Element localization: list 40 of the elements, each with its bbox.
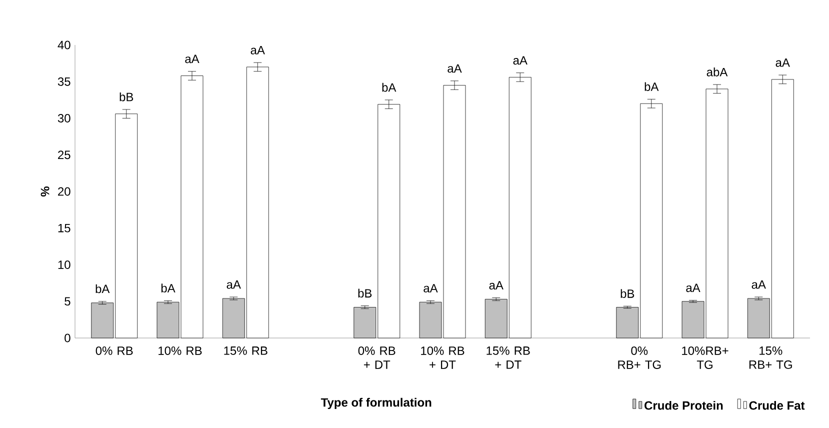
x-tick-label: 0% RB + DT: [358, 346, 396, 369]
y-tick-label: 40: [58, 40, 70, 50]
legend-label: Crude Fat: [749, 400, 805, 410]
y-tick-label: 5: [64, 297, 70, 306]
y-tick-label: 30: [58, 114, 70, 122]
data-label: bB: [358, 288, 372, 298]
data-label: aA: [776, 58, 790, 67]
data-label: aA: [250, 46, 265, 54]
x-tick-label: 0% RB: [96, 346, 133, 355]
data-label: aA: [686, 284, 700, 292]
data-label: bA: [96, 284, 110, 294]
data-label: abA: [706, 68, 728, 76]
y-tick-label: 25: [58, 150, 70, 160]
data-label: bA: [382, 82, 396, 92]
data-label: aA: [513, 56, 528, 65]
data-label: aA: [448, 64, 462, 73]
legend-label: Crude Protein: [644, 400, 723, 410]
x-axis-title: Type of formulation: [320, 398, 432, 410]
x-tick-label: 0% RB+ TG: [618, 346, 661, 369]
data-label: bA: [161, 284, 176, 292]
data-label: bB: [120, 92, 134, 102]
x-tick-label: 15% RB + DT: [486, 346, 530, 369]
data-label: bA: [644, 82, 659, 91]
y-tick-label: 10: [58, 260, 70, 269]
y-tick-label: 0: [64, 334, 70, 342]
x-tick-label: 10% RB + DT: [421, 346, 464, 369]
y-tick-label: 35: [58, 77, 70, 86]
x-tick-label: 10% RB: [158, 346, 202, 355]
data-label: aA: [489, 281, 504, 290]
y-tick-label: 15: [58, 224, 70, 232]
data-label: aA: [424, 284, 438, 292]
x-tick-label: 15% RB+ TG: [749, 346, 792, 369]
data-label: bB: [620, 289, 634, 298]
data-label: aA: [226, 280, 241, 289]
data-label: aA: [752, 280, 766, 289]
x-tick-label: 10%RB+ TG: [682, 346, 728, 369]
y-tick-label: 20: [58, 187, 70, 196]
data-label: aA: [185, 54, 200, 64]
y-axis-title: %: [40, 186, 50, 197]
x-tick-label: 15% RB: [224, 346, 268, 355]
